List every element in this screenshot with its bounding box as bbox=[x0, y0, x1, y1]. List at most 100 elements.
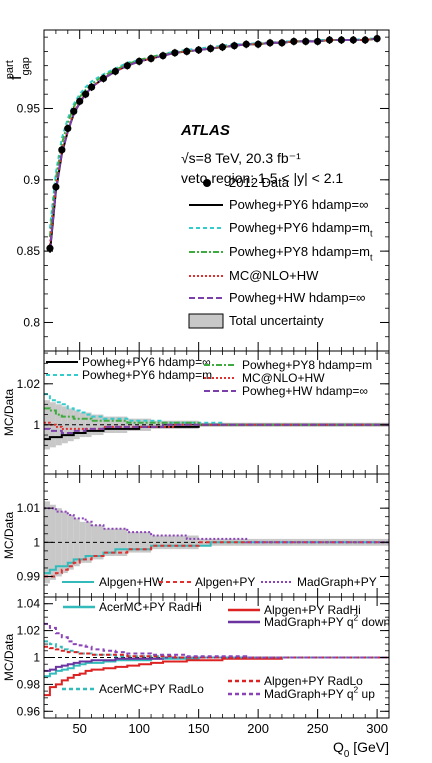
x-tick-label: 150 bbox=[188, 721, 210, 736]
data-point bbox=[58, 146, 66, 154]
legend-marker-data bbox=[203, 179, 211, 187]
legend-label: Powheg+HW hdamp=∞ bbox=[242, 384, 368, 398]
data-point bbox=[99, 74, 108, 83]
legend-label: MC@NLO+HW bbox=[242, 371, 325, 385]
y-tick-label: 1 bbox=[33, 418, 40, 432]
y-tick-label: 0.85 bbox=[17, 244, 41, 258]
data-point bbox=[46, 244, 54, 252]
legend-label: Powheg+PY6 hdamp=m bbox=[82, 368, 212, 382]
uncertainty-band bbox=[127, 532, 140, 553]
region-label: veto region: 1.5 < |y| < 2.1 bbox=[181, 170, 343, 186]
uncertainty-band bbox=[127, 418, 140, 431]
data-point bbox=[70, 107, 78, 115]
y-tick-label: 0.9 bbox=[23, 173, 40, 187]
uncertainty-band bbox=[198, 538, 211, 546]
data-point bbox=[302, 37, 310, 46]
legend-label: MadGraph+PY bbox=[297, 575, 377, 589]
data-point bbox=[52, 183, 60, 191]
y-tick-label: 1.01 bbox=[17, 501, 41, 515]
legend-label: Alpgen+PY RadLo bbox=[264, 674, 363, 688]
legend-label: AcerMC+PY RadHi bbox=[99, 600, 202, 614]
data-point bbox=[361, 36, 369, 44]
series-line bbox=[44, 541, 389, 578]
x-tick-label: 300 bbox=[366, 721, 388, 736]
series-line bbox=[44, 393, 389, 426]
legend-label: Powheg+HW hdamp=∞ bbox=[229, 290, 365, 305]
y-axis-label: MC/Data bbox=[2, 512, 16, 560]
data-point bbox=[159, 52, 167, 60]
legend-label: AcerMC+PY RadLo bbox=[99, 682, 204, 696]
series-line bbox=[48, 37, 378, 246]
data-point bbox=[87, 83, 96, 91]
legend-label: Powheg+PY8 hdamp=m bbox=[242, 358, 372, 372]
x-axis-label: Q0 [GeV] bbox=[333, 739, 389, 758]
legend-label: Powheg+PY6 hdamp=mt bbox=[229, 220, 373, 239]
y-tick-label: 1.02 bbox=[17, 624, 41, 638]
data-point bbox=[147, 54, 155, 63]
series-line bbox=[44, 640, 389, 659]
data-point bbox=[64, 124, 72, 133]
data-point bbox=[82, 90, 90, 98]
y-tick-label: 1.02 bbox=[17, 377, 41, 391]
data-point bbox=[135, 57, 143, 65]
uncertainty-band bbox=[91, 414, 104, 436]
data-point bbox=[183, 47, 191, 56]
legend-label: MC@NLO+HW bbox=[229, 268, 319, 283]
data-point bbox=[278, 39, 286, 47]
y-tick-label: 0.99 bbox=[17, 570, 41, 584]
legend-label: MadGraph+PY q2 down bbox=[264, 613, 390, 629]
data-point bbox=[76, 97, 84, 105]
y-axis-label: MC/Data bbox=[2, 389, 16, 437]
x-tick-label: 50 bbox=[72, 721, 86, 736]
y-axis-label: MC/Data bbox=[2, 634, 16, 682]
legend-label: MadGraph+PY q2 up bbox=[264, 685, 375, 701]
data-points-layer bbox=[46, 34, 381, 253]
y-tick-label: 1 bbox=[33, 651, 40, 665]
uncertainty-band bbox=[67, 408, 74, 442]
legend-marker-uncertainty bbox=[188, 313, 224, 329]
data-point bbox=[349, 36, 357, 44]
y-tick-label: 1 bbox=[33, 535, 40, 549]
y-axis-label: fgappart bbox=[4, 57, 32, 80]
uncertainty-band bbox=[73, 518, 80, 567]
legend-label: Powheg+PY6 hdamp=∞ bbox=[82, 355, 211, 369]
data-point bbox=[242, 40, 250, 48]
legend-label: Alpgen+PY bbox=[195, 575, 255, 589]
text-layer: 0.8 0.85 0.9 0.95 1 1.02 0.99 1 1.01 0.96 0.98 1 1.0… bbox=[2, 57, 390, 760]
legend-label: Alpgen+HW bbox=[99, 575, 164, 589]
energy-label: √s=8 TeV, 20.3 fb⁻¹ bbox=[181, 150, 301, 166]
series-line bbox=[44, 507, 389, 544]
legend-label: Alpgen+PY RadHi bbox=[264, 603, 361, 617]
data-point bbox=[314, 37, 322, 46]
series-line bbox=[44, 423, 389, 434]
y-tick-label: 0.95 bbox=[17, 101, 41, 115]
y-tick-label: 1.04 bbox=[17, 597, 41, 611]
data-point bbox=[230, 42, 238, 50]
uncertainty-band bbox=[67, 515, 74, 570]
x-tick-label: 250 bbox=[307, 721, 329, 736]
data-point bbox=[266, 39, 274, 47]
y-tick-label: 0.96 bbox=[17, 704, 41, 718]
uncertainty-band bbox=[91, 525, 104, 560]
data-point bbox=[206, 44, 215, 53]
y-tick-label: 0.8 bbox=[23, 315, 40, 329]
data-point bbox=[254, 40, 262, 48]
uncertainty-band bbox=[162, 535, 175, 550]
data-point bbox=[195, 46, 203, 54]
atlas-label: ATLAS bbox=[180, 122, 230, 139]
data-point bbox=[325, 36, 334, 44]
data-point bbox=[218, 43, 227, 51]
data-point bbox=[171, 49, 179, 57]
x-tick-label: 100 bbox=[128, 721, 150, 736]
legend-label: 2012 Data bbox=[229, 175, 290, 190]
data-point bbox=[123, 62, 131, 70]
uncertainty-band bbox=[61, 511, 68, 574]
series-line bbox=[48, 37, 378, 250]
series-line bbox=[44, 407, 389, 426]
data-point bbox=[290, 37, 298, 46]
legend-label: Powheg+PY8 hdamp=mt bbox=[229, 244, 373, 263]
frames-layer bbox=[43, 29, 390, 719]
y-tick-label: 0.98 bbox=[17, 677, 41, 691]
